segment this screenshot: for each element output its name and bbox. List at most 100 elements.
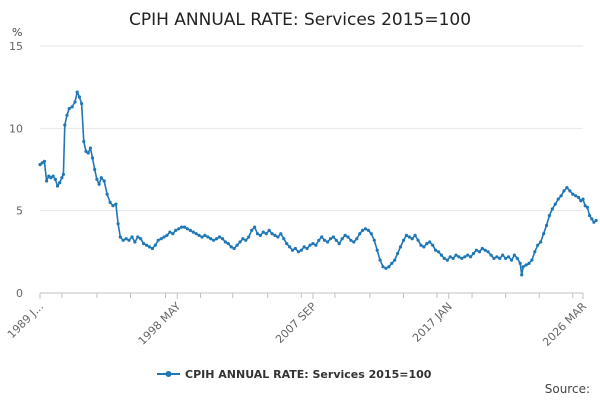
data-point[interactable] bbox=[428, 240, 432, 244]
data-point[interactable] bbox=[80, 102, 84, 106]
data-point[interactable] bbox=[264, 232, 268, 236]
data-point[interactable] bbox=[114, 202, 118, 206]
data-point[interactable] bbox=[320, 235, 324, 239]
data-point[interactable] bbox=[223, 240, 227, 244]
data-point[interactable] bbox=[474, 248, 478, 252]
data-point[interactable] bbox=[150, 246, 154, 251]
data-point[interactable] bbox=[105, 192, 109, 196]
data-point[interactable] bbox=[442, 256, 446, 260]
data-point[interactable] bbox=[241, 237, 245, 241]
data-point[interactable] bbox=[77, 95, 81, 99]
data-point[interactable] bbox=[127, 238, 131, 242]
data-point[interactable] bbox=[363, 227, 368, 231]
data-point[interactable] bbox=[585, 205, 590, 209]
data-point[interactable] bbox=[191, 230, 195, 234]
data-point[interactable] bbox=[229, 245, 233, 249]
data-point[interactable] bbox=[206, 235, 210, 239]
data-point[interactable] bbox=[111, 204, 115, 208]
data-point[interactable] bbox=[121, 238, 125, 242]
data-point[interactable] bbox=[108, 200, 112, 204]
data-point[interactable] bbox=[45, 179, 49, 183]
data-point[interactable] bbox=[483, 248, 487, 252]
data-point[interactable] bbox=[390, 261, 394, 265]
data-point[interactable] bbox=[445, 258, 449, 262]
data-point[interactable] bbox=[361, 228, 365, 232]
data-point[interactable] bbox=[492, 256, 496, 260]
data-point[interactable] bbox=[334, 238, 338, 242]
data-point[interactable] bbox=[90, 156, 95, 160]
data-point[interactable] bbox=[305, 246, 309, 251]
data-point[interactable] bbox=[515, 256, 519, 260]
data-point[interactable] bbox=[267, 228, 271, 232]
data-point[interactable] bbox=[61, 172, 65, 176]
data-point[interactable] bbox=[282, 237, 286, 241]
data-point[interactable] bbox=[536, 243, 540, 247]
data-point[interactable] bbox=[524, 263, 528, 267]
data-point[interactable] bbox=[454, 253, 458, 257]
data-point[interactable] bbox=[378, 258, 382, 262]
data-point[interactable] bbox=[185, 227, 189, 231]
data-point[interactable] bbox=[355, 237, 359, 241]
data-point[interactable] bbox=[512, 253, 517, 257]
data-point[interactable] bbox=[261, 230, 265, 234]
data-point[interactable] bbox=[255, 232, 260, 236]
data-point[interactable] bbox=[331, 235, 335, 239]
data-point[interactable] bbox=[174, 228, 178, 232]
data-point[interactable] bbox=[416, 238, 420, 242]
data-point[interactable] bbox=[326, 240, 330, 244]
data-point[interactable] bbox=[296, 250, 300, 254]
data-point[interactable] bbox=[434, 248, 438, 252]
data-point[interactable] bbox=[477, 250, 481, 254]
data-point[interactable] bbox=[177, 227, 181, 231]
data-point[interactable] bbox=[372, 238, 376, 242]
data-point[interactable] bbox=[398, 245, 403, 249]
data-point[interactable] bbox=[238, 240, 242, 244]
data-point[interactable] bbox=[366, 228, 370, 232]
data-point[interactable] bbox=[346, 235, 350, 239]
data-point[interactable] bbox=[562, 189, 566, 193]
data-point[interactable] bbox=[568, 189, 572, 193]
data-point[interactable] bbox=[460, 256, 464, 260]
data-point[interactable] bbox=[489, 253, 493, 257]
data-point[interactable] bbox=[200, 235, 204, 239]
data-point[interactable] bbox=[84, 149, 88, 153]
data-point[interactable] bbox=[153, 243, 157, 247]
data-point[interactable] bbox=[556, 197, 560, 201]
data-point[interactable] bbox=[375, 248, 379, 252]
data-point[interactable] bbox=[581, 197, 585, 201]
data-point[interactable] bbox=[466, 253, 470, 257]
data-point[interactable] bbox=[451, 256, 455, 260]
data-point[interactable] bbox=[38, 163, 42, 167]
data-point[interactable] bbox=[58, 181, 62, 185]
data-point[interactable] bbox=[579, 199, 583, 203]
data-point[interactable] bbox=[594, 218, 598, 223]
data-point[interactable] bbox=[97, 182, 101, 186]
data-point[interactable] bbox=[209, 237, 213, 241]
data-point[interactable] bbox=[247, 235, 251, 239]
data-point[interactable] bbox=[404, 233, 408, 237]
legend[interactable]: CPIH ANNUAL RATE: Services 2015=100 bbox=[157, 368, 432, 381]
data-point[interactable] bbox=[95, 177, 99, 181]
data-point[interactable] bbox=[116, 222, 120, 226]
data-point[interactable] bbox=[527, 261, 531, 265]
data-point[interactable] bbox=[469, 255, 473, 259]
data-point[interactable] bbox=[588, 214, 592, 218]
data-point[interactable] bbox=[290, 248, 295, 252]
data-point[interactable] bbox=[156, 238, 160, 242]
data-point[interactable] bbox=[70, 105, 74, 109]
data-point[interactable] bbox=[539, 240, 543, 244]
data-point[interactable] bbox=[82, 139, 86, 144]
data-point[interactable] bbox=[565, 186, 569, 190]
data-point[interactable] bbox=[99, 176, 103, 180]
data-point[interactable] bbox=[88, 146, 92, 150]
data-point[interactable] bbox=[571, 192, 575, 196]
data-point[interactable] bbox=[235, 243, 239, 247]
data-point[interactable] bbox=[349, 238, 353, 242]
data-point[interactable] bbox=[212, 238, 216, 242]
data-point[interactable] bbox=[270, 232, 274, 236]
data-point[interactable] bbox=[457, 255, 461, 259]
data-point[interactable] bbox=[381, 265, 385, 269]
data-point[interactable] bbox=[65, 113, 69, 117]
data-point[interactable] bbox=[133, 240, 137, 244]
data-point[interactable] bbox=[328, 237, 333, 241]
